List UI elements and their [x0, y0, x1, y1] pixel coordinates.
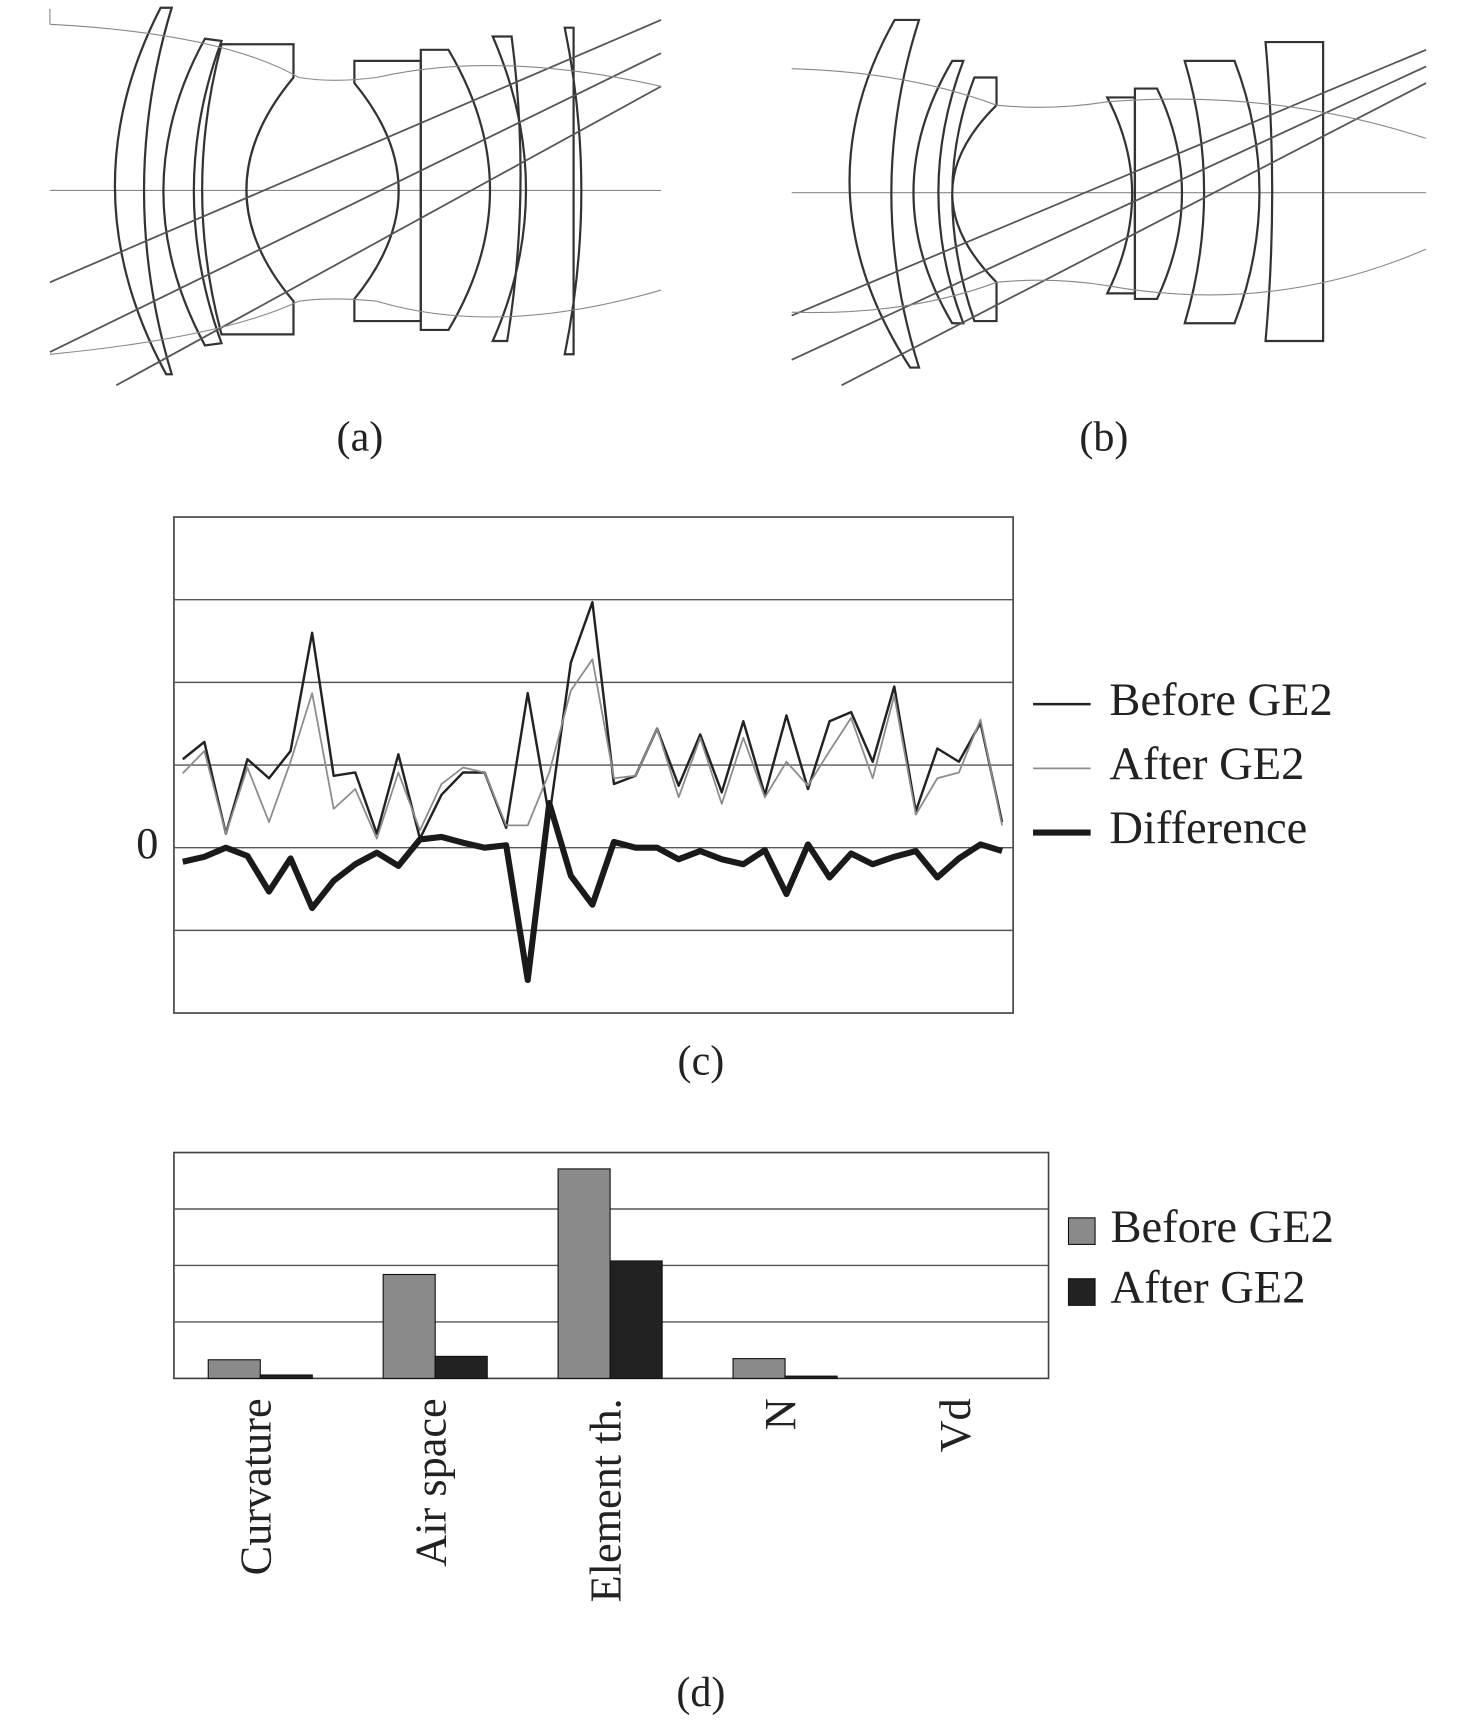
x-tick-label: N	[756, 1398, 805, 1430]
x-tick-label: Curvature	[231, 1398, 280, 1575]
line-series	[182, 800, 1003, 984]
bar	[259, 1374, 313, 1379]
bar	[557, 1168, 611, 1379]
caption: (d)	[676, 1670, 725, 1716]
bar	[732, 1358, 786, 1379]
bar	[609, 1260, 663, 1379]
caption: (c)	[678, 1039, 725, 1085]
bar	[434, 1355, 488, 1379]
lens-diagram-a	[49, 6, 662, 387]
caption: (b)	[1079, 414, 1128, 460]
x-tick-label: Vd	[931, 1398, 980, 1452]
legend-label: After GE2	[1111, 1263, 1306, 1314]
legend-swatch	[1067, 1217, 1096, 1245]
y-tick-label: 0	[136, 819, 158, 868]
legend-swatch	[1067, 1278, 1096, 1306]
x-tick-label: Element th.	[581, 1398, 630, 1602]
legend-label: Before GE2	[1111, 1202, 1334, 1253]
line-series	[182, 658, 1003, 840]
legend-label: After GE2	[1109, 739, 1304, 790]
lens-diagram-b	[791, 18, 1427, 387]
x-tick-label: Air space	[406, 1398, 455, 1566]
legend-label: Before GE2	[1109, 675, 1332, 726]
bar	[784, 1375, 838, 1379]
legend-label: Difference	[1109, 803, 1307, 854]
bar	[207, 1359, 261, 1379]
caption: (a)	[337, 414, 384, 460]
bar	[382, 1273, 436, 1379]
line-series	[182, 600, 1004, 840]
